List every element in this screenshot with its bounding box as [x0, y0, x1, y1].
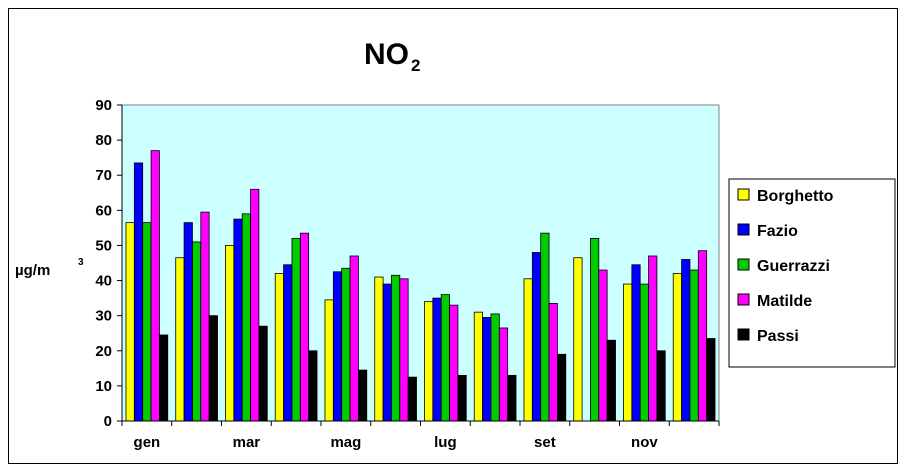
bar-borghetto-feb	[175, 257, 185, 422]
bar-passi-mar	[258, 325, 268, 422]
bar-borghetto-set	[523, 278, 533, 422]
y-axis: 0 10 20 30 40 50 60 70 80 90	[95, 97, 123, 430]
bar-guerrazzi-ago	[490, 313, 500, 422]
bar-borghetto-ott	[573, 257, 583, 422]
bar-passi-gen	[159, 334, 169, 422]
legend-box	[728, 178, 896, 368]
y-axis-label: µg/m	[15, 262, 50, 279]
bar-fazio-giu	[382, 283, 392, 422]
legend-label-guerrazzi: Guerrazzi	[757, 258, 830, 275]
x-tick-label: set	[534, 434, 556, 451]
legend-swatch-passi	[737, 328, 750, 341]
legend-label-borghetto: Borghetto	[757, 188, 834, 205]
bar-borghetto-dic	[672, 273, 682, 422]
x-tick-label: gen	[134, 434, 161, 451]
y-tick-label: 80	[95, 132, 112, 149]
bar-fazio-mar	[233, 218, 243, 422]
y-tick-label: 40	[95, 273, 112, 290]
legend-swatch-borghetto	[737, 188, 750, 201]
bar-fazio-feb	[183, 222, 193, 422]
y-axis-label-superscript: 3	[78, 257, 84, 268]
bar-guerrazzi-nov	[639, 283, 649, 422]
bar-passi-set	[557, 353, 567, 422]
bar-guerrazzi-mag	[341, 267, 351, 422]
bar-guerrazzi-mar	[241, 213, 251, 422]
bar-matilde-nov	[648, 255, 658, 422]
bar-guerrazzi-giu	[391, 274, 401, 422]
bar-guerrazzi-lug	[440, 294, 450, 422]
x-tick-label: mar	[233, 434, 261, 451]
y-tick-label: 20	[95, 343, 112, 360]
legend-label-matilde: Matilde	[757, 293, 812, 310]
plot-area	[121, 104, 720, 422]
bar-passi-feb	[208, 315, 218, 422]
bar-guerrazzi-feb	[192, 241, 202, 422]
bar-passi-giu	[407, 376, 417, 422]
bar-matilde-mag	[349, 255, 359, 422]
legend-swatch-matilde	[737, 293, 750, 306]
legend-swatch-fazio	[737, 223, 750, 236]
bar-guerrazzi-dic	[689, 269, 699, 422]
bar-matilde-set	[548, 302, 558, 422]
y-tick-label: 50	[95, 237, 112, 254]
bar-fazio-nov	[631, 264, 641, 422]
chart-title-subscript: 2	[411, 56, 420, 75]
bar-fazio-set	[531, 252, 542, 422]
bar-borghetto-ago	[473, 311, 483, 422]
bar-guerrazzi-apr	[291, 238, 301, 422]
x-tick-label: lug	[434, 434, 457, 451]
legend-swatch-guerrazzi	[737, 258, 750, 271]
bar-borghetto-apr	[274, 273, 284, 422]
bar-chart: NO 2 0 10 20 30 40 50 60 70 80 90 gen mar mag lug set…	[15, 38, 896, 451]
bar-borghetto-mar	[225, 245, 235, 422]
bar-fazio-lug	[432, 297, 442, 422]
chart-frame: NO 2 0 10 20 30 40 50 60 70 80 90 gen mar mag lug set…	[8, 8, 898, 464]
bar-fazio-gen	[133, 162, 144, 422]
bar-passi-ago	[507, 374, 517, 422]
legend: Borghetto Fazio Guerrazzi Matilde Passi	[737, 188, 834, 345]
bar-guerrazzi-gen	[142, 222, 152, 422]
bar-fazio-mag	[332, 271, 343, 422]
bar-matilde-ott	[598, 269, 608, 422]
bar-passi-apr	[308, 350, 318, 422]
bar-matilde-giu	[399, 278, 409, 422]
y-tick-label: 60	[95, 202, 112, 219]
bar-matilde-feb	[200, 211, 210, 422]
x-axis: gen mar mag lug set nov	[121, 420, 720, 451]
bar-borghetto-nov	[623, 283, 633, 422]
bar-guerrazzi-set	[540, 232, 550, 422]
bar-passi-mag	[358, 369, 368, 422]
bar-fazio-ago	[482, 317, 492, 422]
legend-label-fazio: Fazio	[757, 223, 798, 240]
bar-matilde-mar	[250, 188, 260, 422]
legend-label-passi: Passi	[757, 328, 799, 345]
bar-borghetto-giu	[374, 276, 384, 422]
x-tick-label: mag	[330, 434, 361, 451]
chart-title-text: NO	[364, 38, 409, 71]
bar-fazio-apr	[283, 264, 293, 422]
bar-borghetto-gen	[125, 222, 135, 422]
bar-passi-nov	[656, 350, 666, 422]
bar-matilde-dic	[697, 250, 708, 422]
bars-group	[125, 150, 716, 422]
bar-matilde-ago	[498, 327, 509, 422]
x-tick-label: nov	[631, 434, 658, 451]
bar-passi-lug	[457, 374, 467, 422]
bar-matilde-lug	[449, 304, 459, 422]
bar-matilde-gen	[150, 150, 160, 422]
y-tick-label: 70	[95, 167, 112, 184]
bar-passi-dic	[706, 338, 716, 422]
bar-borghetto-mag	[324, 299, 334, 422]
chart-title: NO	[364, 38, 409, 71]
bar-passi-ott	[606, 339, 616, 422]
bar-fazio-dic	[681, 259, 691, 422]
y-tick-label: 0	[104, 413, 112, 430]
bar-borghetto-lug	[424, 301, 434, 422]
y-tick-label: 90	[95, 97, 112, 114]
bar-guerrazzi-ott	[590, 238, 600, 422]
y-tick-label: 10	[95, 378, 112, 395]
y-tick-label: 30	[95, 308, 112, 325]
bar-matilde-apr	[299, 232, 310, 422]
